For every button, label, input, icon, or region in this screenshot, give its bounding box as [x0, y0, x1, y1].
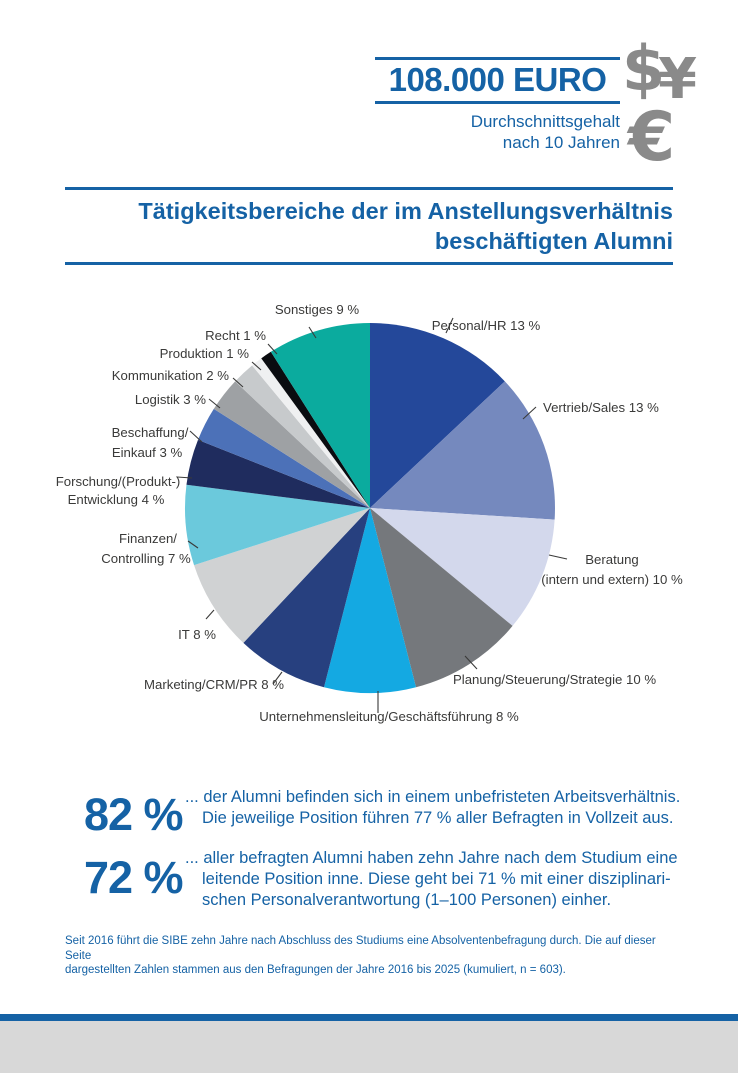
- pie-slice-unternehmensleitung-gesch-ftsf-hrung: [323, 508, 417, 694]
- euro-icon: €: [628, 98, 676, 177]
- pie-label-forschung-produkt-entwicklung-line1: Forschung/(Produkt-): [56, 474, 181, 489]
- pie-label-beratung-intern-und-extern-line1: Beratung: [585, 552, 639, 567]
- pie-slice-beschaffung-einkauf: [197, 408, 370, 508]
- pie-slice-planung-steuerung-strategie: [370, 508, 513, 688]
- pie-chart: Personal/HR 13 % Vertrieb/Sales 13 % Berat…: [0, 285, 738, 745]
- pie-label-produktion: Produktion 1 %: [160, 346, 250, 361]
- page-title: Tätigkeitsbereiche der im Anstellungsver…: [138, 198, 673, 254]
- currency-symbols-icon: $ ¥ €: [620, 28, 710, 177]
- pie-leader-planung-steuerung-strategie: [464, 655, 478, 670]
- pie-label-recht: Recht 1 %: [205, 328, 266, 343]
- pie-leader-recht: [267, 343, 278, 355]
- yen-icon: ¥: [658, 47, 697, 112]
- pie-leader-finanzen-controlling: [187, 540, 199, 549]
- footer-band: SIBE – SCHOOL OF INTERNATIONAL BUSINESS …: [0, 1021, 738, 1073]
- pie-slice-finanzen-controlling: [184, 484, 370, 566]
- salary-headline: 108.000 EURO: [375, 57, 620, 104]
- pie-slice-personal-hr: [370, 323, 505, 508]
- dollar-icon: $: [622, 32, 666, 105]
- stat-72-text: ... aller befragten Alumni haben zehn Ja…: [185, 849, 678, 909]
- pie-label-unternehmensleitung-gesch-ftsf-hrung: Unternehmensleitung/Geschäftsführung 8 %: [259, 709, 519, 724]
- footer-accent-bar: [0, 1014, 738, 1021]
- pie-label-logistik: Logistik 3 %: [135, 392, 206, 407]
- pie-leader-vertrieb-sales: [522, 406, 537, 420]
- pie-label-vertrieb-sales: Vertrieb/Sales 13 %: [543, 400, 659, 415]
- stat-72-number: 72 %: [84, 852, 184, 903]
- title-rule-top: [65, 187, 673, 190]
- salary-subtitle: Durchschnittsgehalt nach 10 Jahren: [470, 112, 620, 152]
- title-rule-bottom: [65, 262, 673, 265]
- pie-label-beschaffung-einkauf-line2: Einkauf 3 %: [112, 445, 183, 460]
- pie-slice-kommunikation: [235, 365, 370, 508]
- pie-leader-forschung-produkt-entwicklung: [176, 476, 193, 479]
- pie-label-personal-hr: Personal/HR 13 %: [432, 318, 541, 333]
- pie-label-forschung-produkt-entwicklung-line2: Entwicklung 4 %: [68, 492, 165, 507]
- stat-82-text: ... der Alumni befinden sich in einem un…: [185, 788, 681, 827]
- pie-leader-kommunikation: [232, 377, 244, 388]
- pie-slice-it: [194, 508, 370, 643]
- pie-slice-recht: [261, 351, 370, 508]
- pie-label-planung-steuerung-strategie: Planung/Steuerung/Strategie 10 %: [453, 672, 656, 687]
- pie-leader-beratung-intern-und-extern: [548, 554, 568, 560]
- pie-slice-sonstiges: [270, 323, 370, 508]
- stat-82-number: 82 %: [84, 789, 184, 840]
- pie-label-beschaffung-einkauf-line1: Beschaffung/: [112, 425, 189, 440]
- pie-slice-logistik: [213, 381, 370, 508]
- pie-leader-marketing-crm-pr: [272, 671, 283, 685]
- pie-label-finanzen-controlling-line1: Finanzen/: [119, 531, 177, 546]
- pie-label-marketing-crm-pr: Marketing/CRM/PR 8 %: [144, 677, 284, 692]
- pie-label-beratung-intern-und-extern-line2: (intern und extern) 10 %: [541, 572, 683, 587]
- pie-leader-logistik: [208, 398, 221, 409]
- pie-slice-marketing-crm-pr: [243, 508, 370, 688]
- pie-leader-produktion: [251, 361, 262, 371]
- pie-leader-it: [205, 609, 215, 620]
- pie-slice-beratung-intern-und-extern: [370, 508, 555, 626]
- pie-slice-produktion: [252, 358, 370, 508]
- pie-slice-forschung-produkt-entwicklung: [186, 439, 370, 508]
- pie-chart-svg: Personal/HR 13 % Vertrieb/Sales 13 % Berat…: [56, 302, 683, 724]
- pie-slice-vertrieb-sales: [370, 381, 555, 520]
- pie-label-sonstiges: Sonstiges 9 %: [275, 302, 360, 317]
- pie-label-it: IT 8 %: [178, 627, 216, 642]
- pie-leader-sonstiges: [308, 326, 317, 339]
- pie-label-finanzen-controlling-line2: Controlling 7 %: [101, 551, 191, 566]
- survey-footnote: Seit 2016 führt die SIBE zehn Jahre nach…: [65, 935, 656, 976]
- pie-leader-personal-hr: [445, 317, 454, 334]
- pie-label-kommunikation: Kommunikation 2 %: [112, 368, 230, 383]
- pie-leader-beschaffung-einkauf: [189, 430, 203, 443]
